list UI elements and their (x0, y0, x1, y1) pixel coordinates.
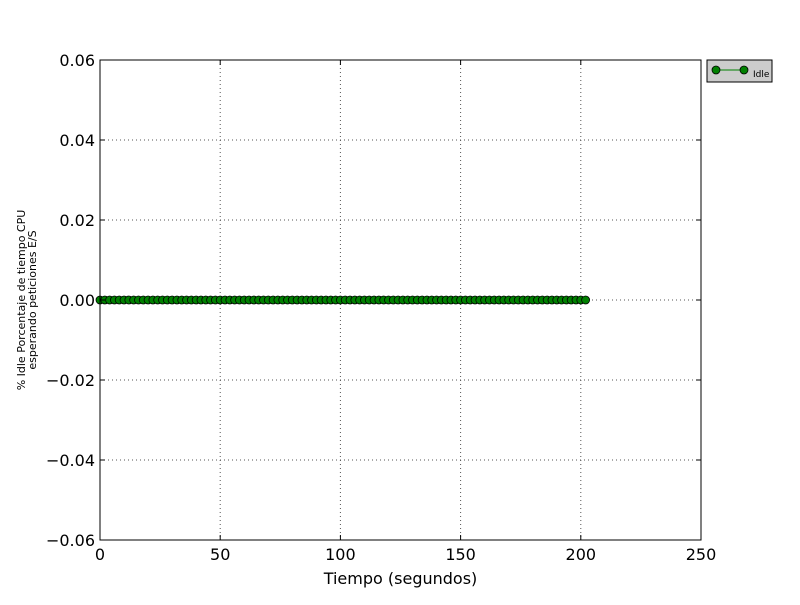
y-axis-label: % Idle Porcentaje de tiempo CPUesperando… (15, 210, 39, 391)
x-tick-label: 0 (95, 545, 105, 564)
series-layer (95, 295, 591, 305)
legend-label: Idle (753, 70, 770, 80)
x-tick-label: 150 (445, 545, 476, 564)
ticks-layer: 0 50 100 150 200 250 −0.06 −0.04 −0.02 0.00 0.02 0.… (46, 51, 716, 564)
data-point (581, 295, 591, 305)
x-tick-label: 50 (210, 545, 230, 564)
y-tick-label: −0.02 (46, 371, 95, 390)
x-tick-label: 200 (566, 545, 597, 564)
y-tick-label: −0.04 (46, 451, 95, 470)
legend-marker (739, 65, 749, 75)
x-tick-label: 100 (325, 545, 356, 564)
legend-box (706, 59, 773, 83)
legend: Idle (706, 59, 773, 83)
y-axis-label-line: esperando peticiones E/S (26, 230, 39, 369)
y-axis-label-line: % Idle Porcentaje de tiempo CPU (15, 210, 28, 391)
legend-marker (711, 65, 721, 75)
y-tick-label: 0.04 (59, 131, 95, 150)
y-tick-label: 0.02 (59, 211, 95, 230)
y-tick-label: −0.06 (46, 531, 95, 550)
y-tick-label: 0.00 (59, 291, 95, 310)
y-tick-label: 0.06 (59, 51, 95, 70)
x-tick-label: 250 (686, 545, 717, 564)
x-axis-label: Tiempo (segundos) (323, 569, 478, 588)
